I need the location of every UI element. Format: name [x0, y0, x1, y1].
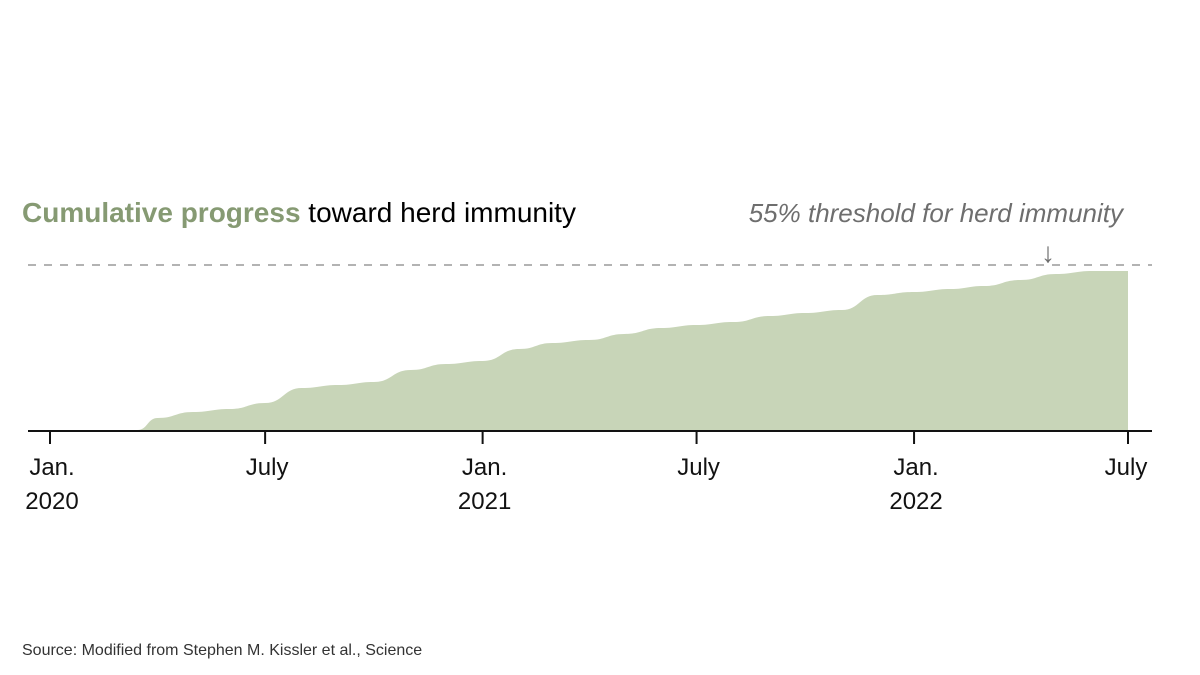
- x-tick-label: 2021: [458, 488, 511, 515]
- threshold-arrow-icon: ↓: [1041, 237, 1055, 268]
- x-tick-label: Jan.: [893, 454, 938, 481]
- x-tick-label: Jan.: [462, 454, 507, 481]
- x-tick-label: Jan.: [29, 454, 74, 481]
- source-note: Source: Modified from Stephen M. Kissler…: [22, 642, 423, 659]
- x-axis-ticks: Jan. 2020 July Jan. 2021 July Jan. 2022 July: [25, 431, 1147, 515]
- cumulative-progress-area: [137, 271, 1128, 430]
- x-tick-label: July: [677, 454, 720, 481]
- threshold-label: 55% threshold for herd immunity: [749, 198, 1125, 228]
- x-tick-label: July: [1105, 454, 1148, 481]
- chart-title-highlight: Cumulative progress: [22, 197, 301, 228]
- x-tick-label: July: [246, 454, 289, 481]
- chart-title: Cumulative progress toward herd immunity: [22, 197, 576, 228]
- chart-title-rest: toward herd immunity: [301, 197, 576, 228]
- x-tick-label: 2020: [25, 488, 78, 515]
- x-tick-label: 2022: [889, 488, 942, 515]
